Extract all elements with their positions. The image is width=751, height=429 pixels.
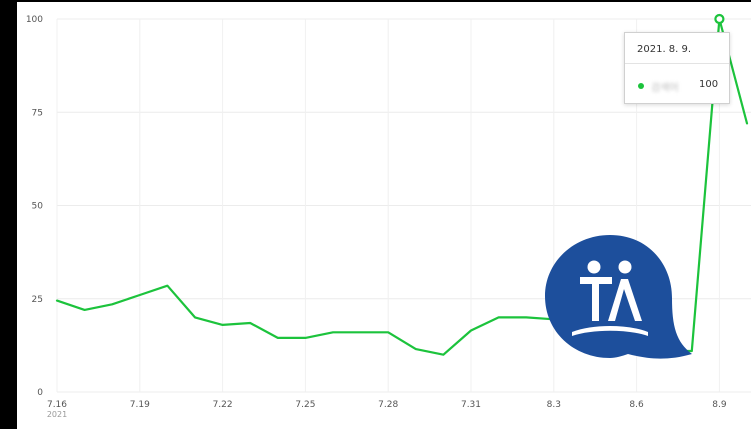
x-axis: 7.16 7.19 7.22 7.25 7.28 7.31 8.3 8.6 8.9 [47,400,727,410]
y-tick-label: 50 [32,202,44,212]
y-tick-label: 0 [37,388,43,398]
tooltip-value: 100 [699,79,719,90]
tooltip-series-name: 검색어 [651,83,679,94]
y-axis: 0 25 50 75 100 [26,15,43,398]
line-chart: 0 25 50 75 100 7.16 7.19 7.22 7.25 7.28 7.31 8.3 8.… [26,13,751,419]
tooltip-date: 2021. 8. 9. [637,44,692,55]
x-tick-label: 7.25 [295,400,315,410]
tooltip: 2021. 8. 9. 검색어 100 [624,32,730,104]
tooltip-divider [625,63,729,64]
x-tick-label: 8.6 [629,400,644,410]
x-tick-label: 8.9 [712,400,727,410]
x-tick-label: 7.19 [130,400,150,410]
x-tick-label: 7.16 [47,400,67,410]
data-points [56,13,748,355]
x-tick-label: 7.22 [213,400,233,410]
highlighted-data-point [714,13,725,25]
chart-frame: 0 25 50 75 100 7.16 7.19 7.22 7.25 7.28 7.31 8.3 8.… [17,2,751,429]
y-tick-label: 75 [32,108,43,118]
y-tick-label: 100 [26,15,43,25]
y-tick-label: 25 [32,295,43,305]
x-tick-label: 7.31 [461,400,481,410]
x-year-label: 2021 [47,410,67,419]
ta-logo-icon [545,235,692,359]
x-tick-label: 8.3 [547,400,561,410]
tooltip-series-dot [638,83,644,89]
x-tick-label: 7.28 [378,400,398,410]
